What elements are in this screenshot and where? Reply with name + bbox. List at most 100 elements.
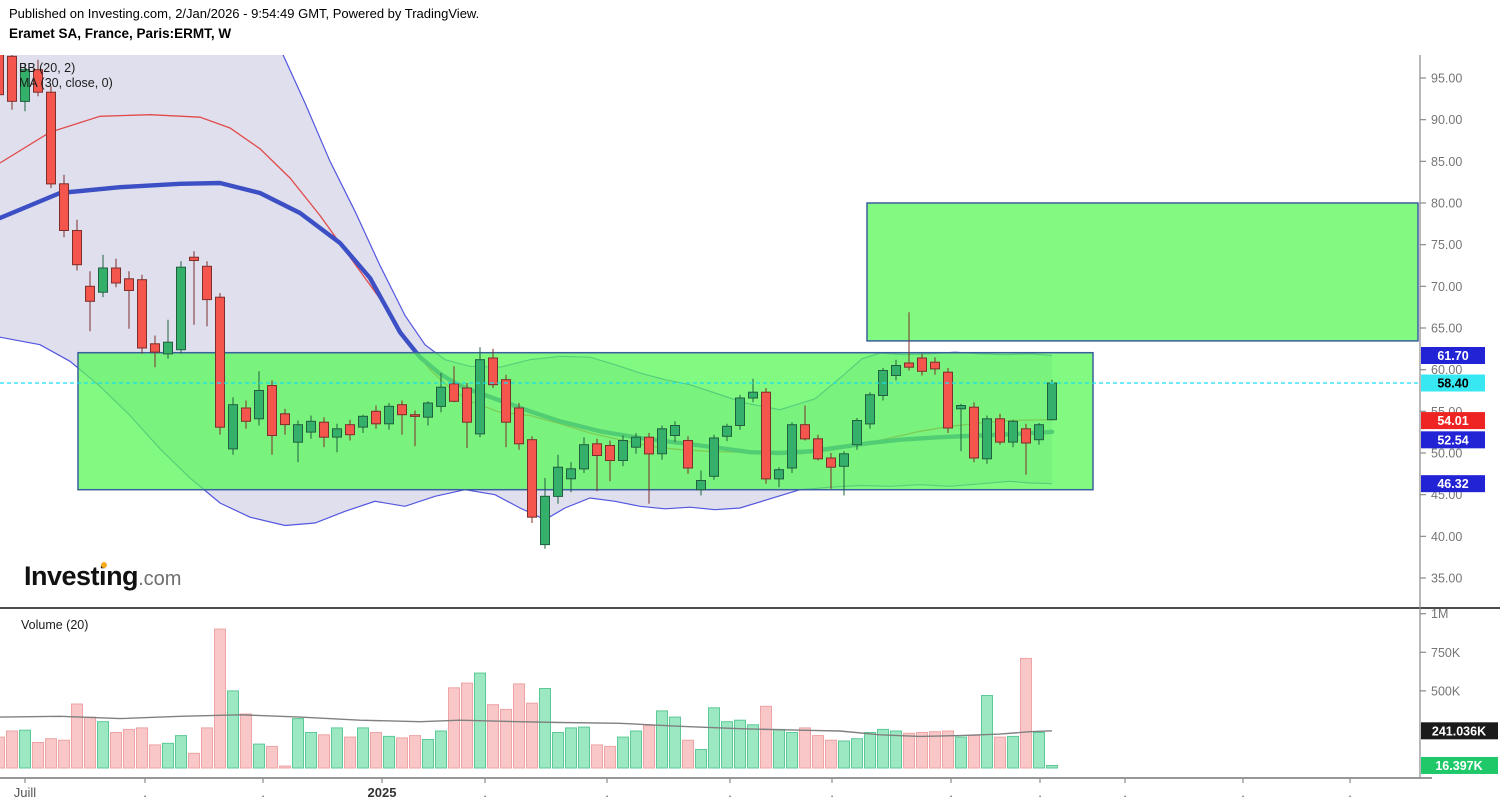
candlestick — [579, 444, 589, 470]
candlestick — [293, 424, 303, 443]
volume-bar — [773, 728, 785, 769]
axis-tick-label: 50.00 — [1431, 447, 1462, 461]
volume-bar — [58, 739, 70, 769]
volume-bar — [890, 730, 902, 769]
volume-bar — [695, 749, 707, 769]
volume-bar — [383, 735, 395, 769]
volume-bar — [630, 730, 642, 769]
volume-bar — [526, 702, 538, 769]
volume-bar — [825, 739, 837, 769]
candlestick — [137, 279, 147, 349]
volume-bar — [994, 736, 1006, 769]
candlestick — [735, 397, 745, 426]
candlestick — [267, 385, 277, 436]
candlestick — [657, 428, 667, 455]
volume-bar — [0, 736, 5, 769]
volume-bar — [396, 737, 408, 769]
candlestick — [527, 439, 537, 518]
price-label-badge — [1421, 431, 1485, 449]
volume-bar — [916, 732, 928, 769]
axes-layer: 95.00 90.00 85.00 80.00 75.00 70.00 65.00 60.00… — [0, 55, 1500, 800]
volume-bar — [448, 687, 460, 769]
volume-bar — [162, 742, 174, 769]
drawn-zone-rect[interactable] — [866, 202, 1419, 342]
axis-tick-label: 85.00 — [1431, 155, 1462, 169]
price-pane[interactable] — [0, 0, 1420, 549]
volume-indicator-label[interactable]: Volume (20) — [21, 618, 89, 632]
volume-bar — [708, 707, 720, 769]
volume-bar — [279, 765, 291, 769]
candlestick — [631, 436, 641, 448]
candlestick — [319, 421, 329, 438]
volume-bar — [721, 721, 733, 769]
axis-tick-label: . — [483, 785, 487, 800]
volume-bar — [539, 688, 551, 769]
axis-tick-label: . — [1038, 785, 1042, 800]
volume-bar — [370, 732, 382, 769]
candlestick — [540, 495, 550, 546]
volume-bar — [799, 727, 811, 769]
legend-ma[interactable]: MA (30, close, 0) — [19, 76, 113, 90]
volume-bar — [149, 744, 161, 769]
symbol-title: Eramet SA, France, Paris:ERMT, W — [9, 26, 232, 41]
candlestick — [748, 391, 758, 399]
axis-tick-label: . — [143, 785, 147, 800]
candlestick — [917, 357, 927, 372]
volume-bar — [656, 710, 668, 769]
candlestick — [189, 256, 199, 262]
candlestick — [969, 406, 979, 459]
volume-bar — [110, 732, 122, 769]
candlestick — [1034, 424, 1044, 441]
axis-tick-label: 75.00 — [1431, 238, 1462, 252]
candlestick — [644, 436, 654, 455]
candlestick — [423, 402, 433, 418]
candlestick — [813, 438, 823, 460]
candlestick — [345, 424, 355, 436]
volume-bar — [84, 716, 96, 769]
candlestick — [514, 407, 524, 445]
volume-bar — [32, 742, 44, 769]
volume-label-badge — [1421, 756, 1498, 774]
volume-bar — [981, 695, 993, 769]
volume-bar — [838, 740, 850, 769]
candlestick — [384, 405, 394, 425]
investing-watermark: Investing.com — [24, 561, 182, 591]
volume-bar — [422, 739, 434, 769]
volume-bar — [669, 716, 681, 769]
volume-bar — [227, 690, 239, 769]
volume-bar — [682, 739, 694, 769]
candlestick — [449, 383, 459, 402]
candlestick — [241, 407, 251, 422]
axis-tick-label: . — [830, 785, 834, 800]
candlestick — [85, 285, 95, 302]
candlestick — [7, 55, 17, 102]
candlestick — [670, 425, 680, 436]
candlestick — [358, 415, 368, 428]
volume-bar — [97, 721, 109, 769]
candlestick — [46, 91, 56, 185]
legend-bb[interactable]: BB (20, 2) — [19, 61, 76, 75]
volume-bar — [123, 728, 135, 769]
candlestick — [943, 371, 953, 429]
volume-bar — [357, 727, 369, 769]
volume-bar — [942, 730, 954, 769]
volume-ma-line — [0, 714, 1053, 738]
candlestick — [683, 440, 693, 469]
candlestick — [332, 428, 342, 438]
candlestick — [462, 387, 472, 423]
candlestick — [982, 418, 992, 460]
volume-bar — [734, 719, 746, 769]
candlestick — [696, 480, 706, 491]
candlestick — [592, 443, 602, 456]
volume-bar — [214, 628, 226, 769]
axis-tick-label: . — [261, 785, 265, 800]
volume-bar — [1033, 732, 1045, 769]
candlestick — [1008, 420, 1018, 443]
candlestick — [306, 420, 316, 433]
axis-tick-label: . — [605, 785, 609, 800]
volume-pane[interactable] — [0, 628, 1058, 769]
price-label-text: 46.32 — [1437, 477, 1468, 491]
candlestick — [722, 425, 732, 437]
